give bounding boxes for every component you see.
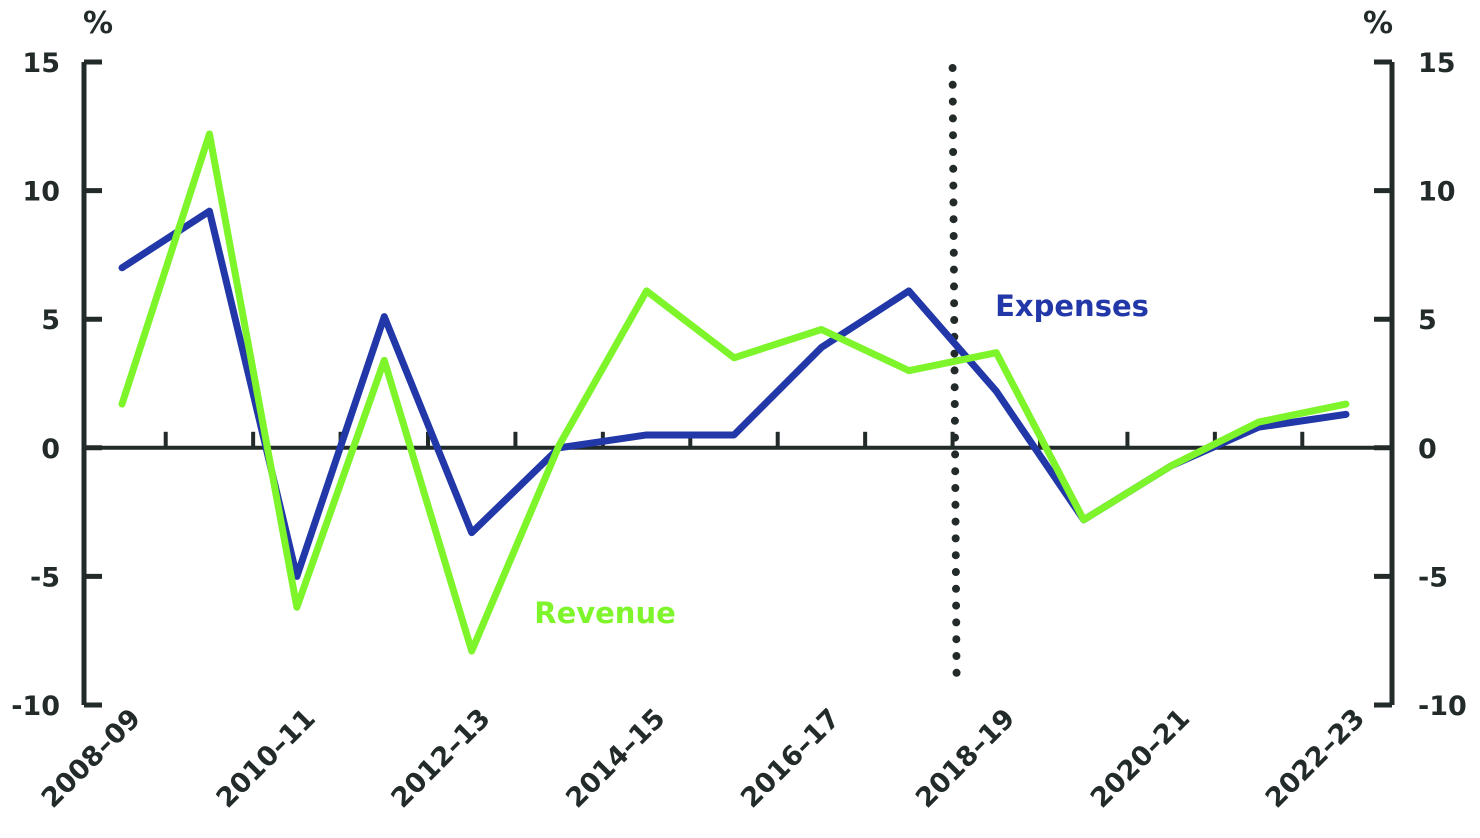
right-y-tick-label: -10: [1418, 691, 1467, 722]
series-line-expenses: [118, 207, 1350, 580]
x-tick-label: 2020–21: [1085, 703, 1196, 814]
series-label-expenses: Expenses: [995, 289, 1149, 323]
right-y-tick-label: -5: [1418, 562, 1448, 593]
right-y-tick-label: 5: [1418, 305, 1437, 336]
left-y-tick-label: -5: [30, 562, 60, 593]
forecast-divider: [948, 64, 961, 679]
left-y-tick-label: -10: [11, 691, 60, 722]
x-tick-label: 2012–13: [385, 703, 496, 814]
right-y-tick-label: 10: [1418, 177, 1456, 208]
left-y-tick-label: 0: [41, 434, 60, 465]
left-axis-unit: %: [83, 6, 113, 41]
series-line-revenue: [118, 130, 1350, 655]
right-y-tick-label: 15: [1418, 48, 1456, 79]
right-axis-unit: %: [1363, 6, 1393, 41]
right-y-tick-label: 0: [1418, 434, 1437, 465]
left-y-tick-label: 10: [22, 177, 60, 208]
left-y-tick-label: 15: [22, 48, 60, 79]
x-tick-label: 2018–19: [910, 703, 1021, 814]
x-tick-label: 2010–11: [211, 703, 322, 814]
x-tick-label: 2022–23: [1260, 703, 1371, 814]
x-tick-label: 2014–15: [560, 703, 671, 814]
x-tick-label: 2016–17: [735, 703, 846, 814]
series-label-revenue: Revenue: [534, 596, 676, 630]
left-y-tick-label: 5: [41, 305, 60, 336]
